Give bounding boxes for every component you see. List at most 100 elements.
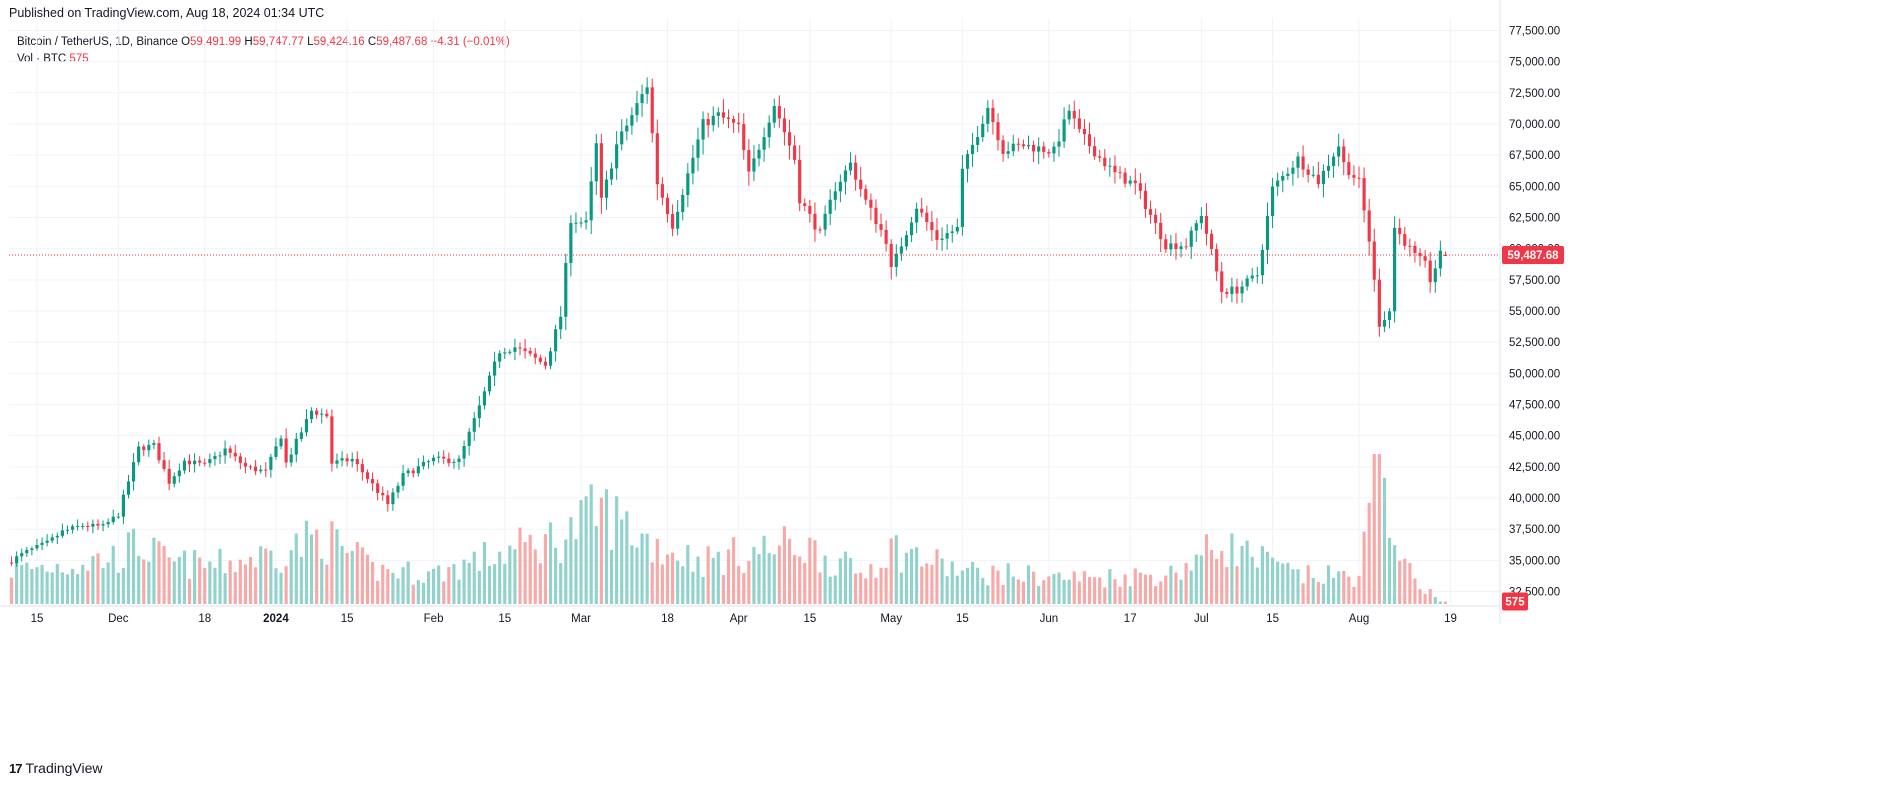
volume-bar [513, 549, 517, 604]
volume-bar [442, 581, 446, 604]
candle-body [121, 494, 125, 517]
candle-body [798, 159, 802, 204]
time-axis[interactable]: 15 Dec 18 2024 15 Feb 15 Mar 18 Apr 15 May 15 Jun 17 Ju… [0, 605, 1500, 625]
candle-body [528, 350, 532, 354]
volume-bar [1011, 576, 1015, 604]
volume-bar [798, 556, 802, 604]
candle-body [152, 443, 156, 445]
volume-bar [213, 567, 217, 604]
volume-bar [879, 567, 883, 604]
time-tick-label: Jul [1194, 613, 1209, 625]
price-tick-label: 35,000.00 [1509, 555, 1560, 567]
candle-body [579, 222, 583, 224]
candle-body [335, 460, 339, 464]
candle-body [1220, 271, 1224, 292]
volume-bar [1332, 577, 1336, 604]
volume-bar [1382, 477, 1387, 604]
candle-body [101, 524, 105, 526]
candle-body [996, 122, 1000, 141]
candle-body [1032, 144, 1036, 152]
volume-bar [477, 570, 481, 604]
candles [9, 77, 1448, 567]
volume-bar [930, 564, 934, 604]
volume-bar [330, 521, 334, 604]
candle-body [25, 549, 29, 554]
candle-body [1321, 170, 1325, 185]
candle-body [1403, 234, 1407, 246]
candle-body [660, 184, 664, 198]
candle-body [238, 456, 242, 463]
candle-body [686, 173, 690, 195]
candle-body [859, 179, 863, 190]
candle-body [254, 466, 258, 472]
volume-bar [716, 551, 720, 604]
candle-body [411, 470, 415, 474]
tradingview-footer[interactable]: 17 TradingView [9, 760, 103, 776]
volume-bar [355, 542, 359, 604]
candle-body [1042, 146, 1046, 152]
candle-body [60, 530, 64, 536]
volume-bar [86, 570, 90, 604]
symbol-label[interactable]: Bitcoin / TetherUS, 1D, Binance [17, 36, 178, 48]
volume-bar [1042, 580, 1046, 604]
volume-bar [315, 529, 319, 604]
candle-body [15, 556, 19, 563]
volume-bar [920, 566, 924, 604]
volume-bar [833, 575, 837, 604]
volume-bar [1067, 579, 1071, 604]
candle-body [1230, 286, 1234, 294]
volume-bar [193, 550, 197, 604]
time-tick-label: 18 [198, 613, 211, 625]
open-label: O [181, 36, 191, 48]
volume-bar [1209, 549, 1214, 604]
candle-body [574, 222, 578, 224]
time-tick-label: Aug [1349, 613, 1369, 625]
price-axis[interactable]: 77,500.00 75,000.00 72,500.00 70,000.00 67,5… [1499, 0, 1560, 624]
candle-body [243, 462, 248, 467]
volume-bar [162, 546, 166, 604]
candle-body [233, 452, 237, 457]
candle-body [838, 181, 842, 192]
candle-body [960, 168, 964, 227]
volume-bar [1047, 576, 1051, 604]
candle-body [747, 150, 751, 172]
candle-body [1143, 190, 1148, 210]
candle-body [106, 522, 110, 525]
volume-bar [487, 565, 492, 604]
candle-body [370, 478, 375, 484]
volume-bar [711, 558, 715, 604]
candle-body [1204, 216, 1209, 234]
candle-body [1413, 245, 1417, 254]
volume-bar [635, 547, 639, 604]
candle-body [1301, 156, 1305, 170]
volume-bar [523, 542, 527, 604]
candle-body [1291, 167, 1295, 174]
candle-body [732, 119, 736, 123]
volume-bar [1377, 454, 1381, 604]
candle-body [1362, 178, 1366, 211]
candle-body [1372, 241, 1376, 280]
time-tick-label: 2024 [263, 613, 289, 625]
candle-body [518, 347, 522, 349]
price-tick-label: 52,500.00 [1509, 337, 1560, 349]
volume-bar [1215, 558, 1219, 604]
candle-body [813, 213, 817, 230]
volume-bar [187, 578, 192, 604]
volume-bar [25, 562, 29, 604]
grid [9, 18, 1500, 604]
candle-body [1270, 186, 1275, 216]
price-tick-label: 70,000.00 [1509, 119, 1560, 131]
candle-body [650, 87, 654, 134]
candle-body [752, 158, 756, 172]
candle-body [1103, 157, 1107, 167]
candle-body [177, 470, 181, 477]
candle-body [762, 137, 766, 150]
candle-body [203, 462, 207, 464]
price-tick-label: 77,500.00 [1509, 25, 1560, 37]
time-tick-label: Dec [108, 613, 129, 625]
candle-body [1245, 278, 1249, 287]
time-tick-label: 15 [1266, 613, 1279, 625]
volume-bar [889, 538, 893, 604]
volume-bar [50, 572, 54, 604]
